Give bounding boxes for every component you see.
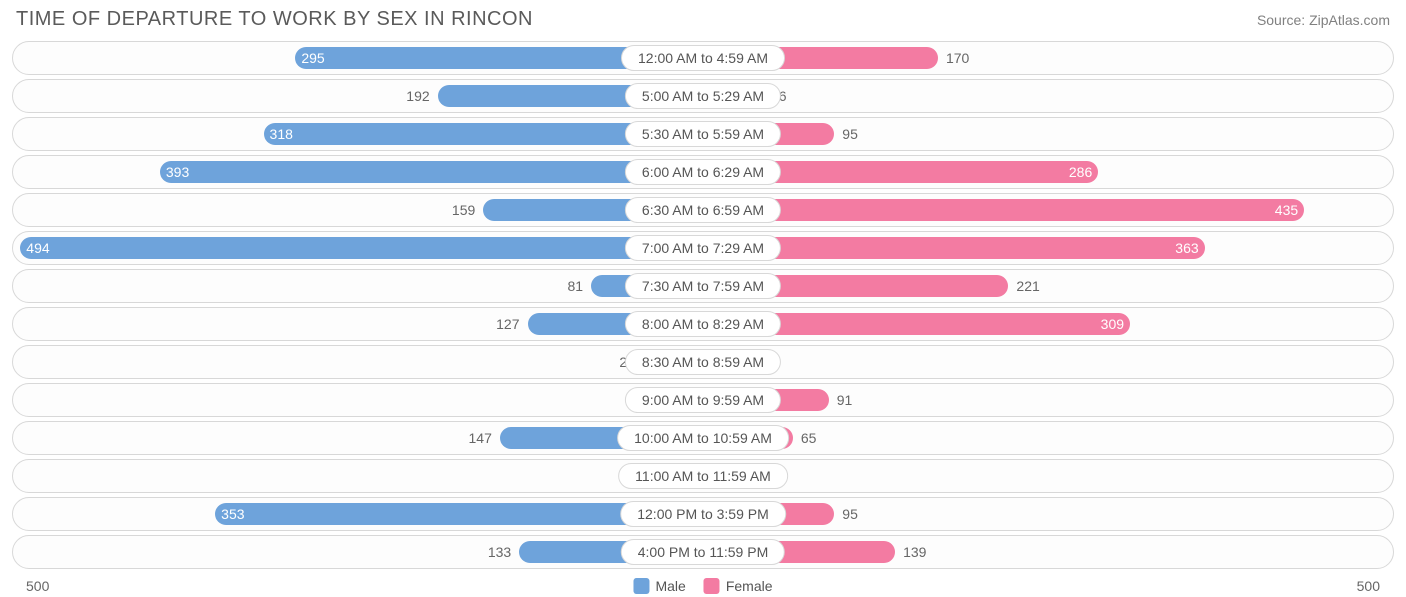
category-label: 11:00 AM to 11:59 AM bbox=[618, 463, 788, 489]
bar-value-male: 127 bbox=[496, 316, 527, 332]
category-label: 5:30 AM to 5:59 AM bbox=[625, 121, 781, 147]
bar-value-male: 133 bbox=[488, 544, 519, 560]
row-left-half: 353 bbox=[13, 498, 703, 530]
category-label: 6:30 AM to 6:59 AM bbox=[625, 197, 781, 223]
chart-row: 0 91 9:00 AM to 9:59 AM bbox=[12, 383, 1394, 417]
legend-label-male: Male bbox=[655, 578, 685, 594]
legend-swatch-male bbox=[633, 578, 649, 594]
row-right-half: 309 bbox=[703, 308, 1393, 340]
bar-value-female: 221 bbox=[1008, 278, 1039, 294]
category-label: 7:30 AM to 7:59 AM bbox=[625, 273, 781, 299]
row-right-half: 435 bbox=[703, 194, 1393, 226]
chart-row: 2768:30 AM to 8:59 AM bbox=[12, 345, 1394, 379]
row-right-half: 91 bbox=[703, 384, 1393, 416]
row-left-half: 133 bbox=[13, 536, 703, 568]
bar-male: 393 bbox=[160, 161, 703, 183]
row-right-half: 65 bbox=[703, 422, 1393, 454]
bar-male: 494 bbox=[20, 237, 703, 259]
row-left-half: 318 bbox=[13, 118, 703, 150]
chart-row: 133 139 4:00 PM to 11:59 PM bbox=[12, 535, 1394, 569]
chart-row: 81 221 7:30 AM to 7:59 AM bbox=[12, 269, 1394, 303]
chart-row: 318 95 5:30 AM to 5:59 AM bbox=[12, 117, 1394, 151]
row-right-half: 221 bbox=[703, 270, 1393, 302]
bar-value-male: 494 bbox=[26, 240, 49, 256]
chart-row: 353 95 12:00 PM to 3:59 PM bbox=[12, 497, 1394, 531]
bar-value-female: 95 bbox=[834, 506, 858, 522]
bar-value-male: 192 bbox=[406, 88, 437, 104]
row-left-half: 81 bbox=[13, 270, 703, 302]
chart-footer: 500 Male Female 500 bbox=[12, 575, 1394, 597]
bar-value-male: 147 bbox=[469, 430, 500, 446]
chart-header: TIME OF DEPARTURE TO WORK BY SEX IN RINC… bbox=[12, 8, 1394, 31]
category-label: 4:00 PM to 11:59 PM bbox=[621, 539, 785, 565]
row-right-half: 363 bbox=[703, 232, 1393, 264]
legend-item-female: Female bbox=[704, 578, 773, 594]
bar-value-male: 353 bbox=[221, 506, 244, 522]
row-right-half: 22 bbox=[703, 460, 1393, 492]
bar-value-female: 309 bbox=[1101, 316, 1124, 332]
category-label: 12:00 PM to 3:59 PM bbox=[620, 501, 786, 527]
bar-value-female: 363 bbox=[1175, 240, 1198, 256]
bar-value-female: 170 bbox=[938, 50, 969, 66]
bar-value-female: 139 bbox=[895, 544, 926, 560]
chart-row: 192 165:00 AM to 5:29 AM bbox=[12, 79, 1394, 113]
row-right-half: 95 bbox=[703, 118, 1393, 150]
row-left-half: 494 bbox=[13, 232, 703, 264]
legend-label-female: Female bbox=[726, 578, 773, 594]
axis-max-left: 500 bbox=[26, 578, 49, 594]
category-label: 7:00 AM to 7:29 AM bbox=[625, 235, 781, 261]
bar-value-male: 81 bbox=[567, 278, 591, 294]
row-left-half: 127 bbox=[13, 308, 703, 340]
chart-row: 295 170 12:00 AM to 4:59 AM bbox=[12, 41, 1394, 75]
category-label: 6:00 AM to 6:29 AM bbox=[625, 159, 781, 185]
row-left-half: 147 bbox=[13, 422, 703, 454]
row-right-half: 16 bbox=[703, 80, 1393, 112]
row-right-half: 6 bbox=[703, 346, 1393, 378]
row-right-half: 95 bbox=[703, 498, 1393, 530]
chart-row: 393 286 6:00 AM to 6:29 AM bbox=[12, 155, 1394, 189]
row-left-half: 27 bbox=[13, 346, 703, 378]
category-label: 9:00 AM to 9:59 AM bbox=[625, 387, 781, 413]
chart-row: 494 363 7:00 AM to 7:29 AM bbox=[12, 231, 1394, 265]
bar-value-female: 95 bbox=[834, 126, 858, 142]
category-label: 8:30 AM to 8:59 AM bbox=[625, 349, 781, 375]
chart-row: 02211:00 AM to 11:59 AM bbox=[12, 459, 1394, 493]
bar-value-female: 435 bbox=[1275, 202, 1298, 218]
row-left-half: 0 bbox=[13, 460, 703, 492]
row-left-half: 159 bbox=[13, 194, 703, 226]
category-label: 5:00 AM to 5:29 AM bbox=[625, 83, 781, 109]
row-right-half: 286 bbox=[703, 156, 1393, 188]
category-label: 10:00 AM to 10:59 AM bbox=[617, 425, 789, 451]
row-right-half: 170 bbox=[703, 42, 1393, 74]
row-left-half: 0 bbox=[13, 384, 703, 416]
bar-value-male: 159 bbox=[452, 202, 483, 218]
bar-value-female: 286 bbox=[1069, 164, 1092, 180]
butterfly-chart: 295 170 12:00 AM to 4:59 AM 192 165:00 AM to… bbox=[12, 41, 1394, 569]
bar-value-male: 318 bbox=[270, 126, 293, 142]
bar-value-male: 393 bbox=[166, 164, 189, 180]
legend: Male Female bbox=[633, 578, 772, 594]
chart-row: 159 435 6:30 AM to 6:59 AM bbox=[12, 193, 1394, 227]
chart-row: 127 309 8:00 AM to 8:29 AM bbox=[12, 307, 1394, 341]
category-label: 8:00 AM to 8:29 AM bbox=[625, 311, 781, 337]
legend-item-male: Male bbox=[633, 578, 685, 594]
row-left-half: 192 bbox=[13, 80, 703, 112]
row-left-half: 393 bbox=[13, 156, 703, 188]
legend-swatch-female bbox=[704, 578, 720, 594]
category-label: 12:00 AM to 4:59 AM bbox=[621, 45, 785, 71]
bar-value-male: 295 bbox=[301, 50, 324, 66]
axis-max-right: 500 bbox=[1357, 578, 1380, 594]
chart-title: TIME OF DEPARTURE TO WORK BY SEX IN RINC… bbox=[16, 8, 533, 31]
bar-value-female: 91 bbox=[829, 392, 853, 408]
row-left-half: 295 bbox=[13, 42, 703, 74]
bar-value-female: 65 bbox=[793, 430, 817, 446]
chart-row: 147 6510:00 AM to 10:59 AM bbox=[12, 421, 1394, 455]
chart-source: Source: ZipAtlas.com bbox=[1257, 12, 1390, 28]
bar-female: 435 bbox=[703, 199, 1304, 221]
row-right-half: 139 bbox=[703, 536, 1393, 568]
